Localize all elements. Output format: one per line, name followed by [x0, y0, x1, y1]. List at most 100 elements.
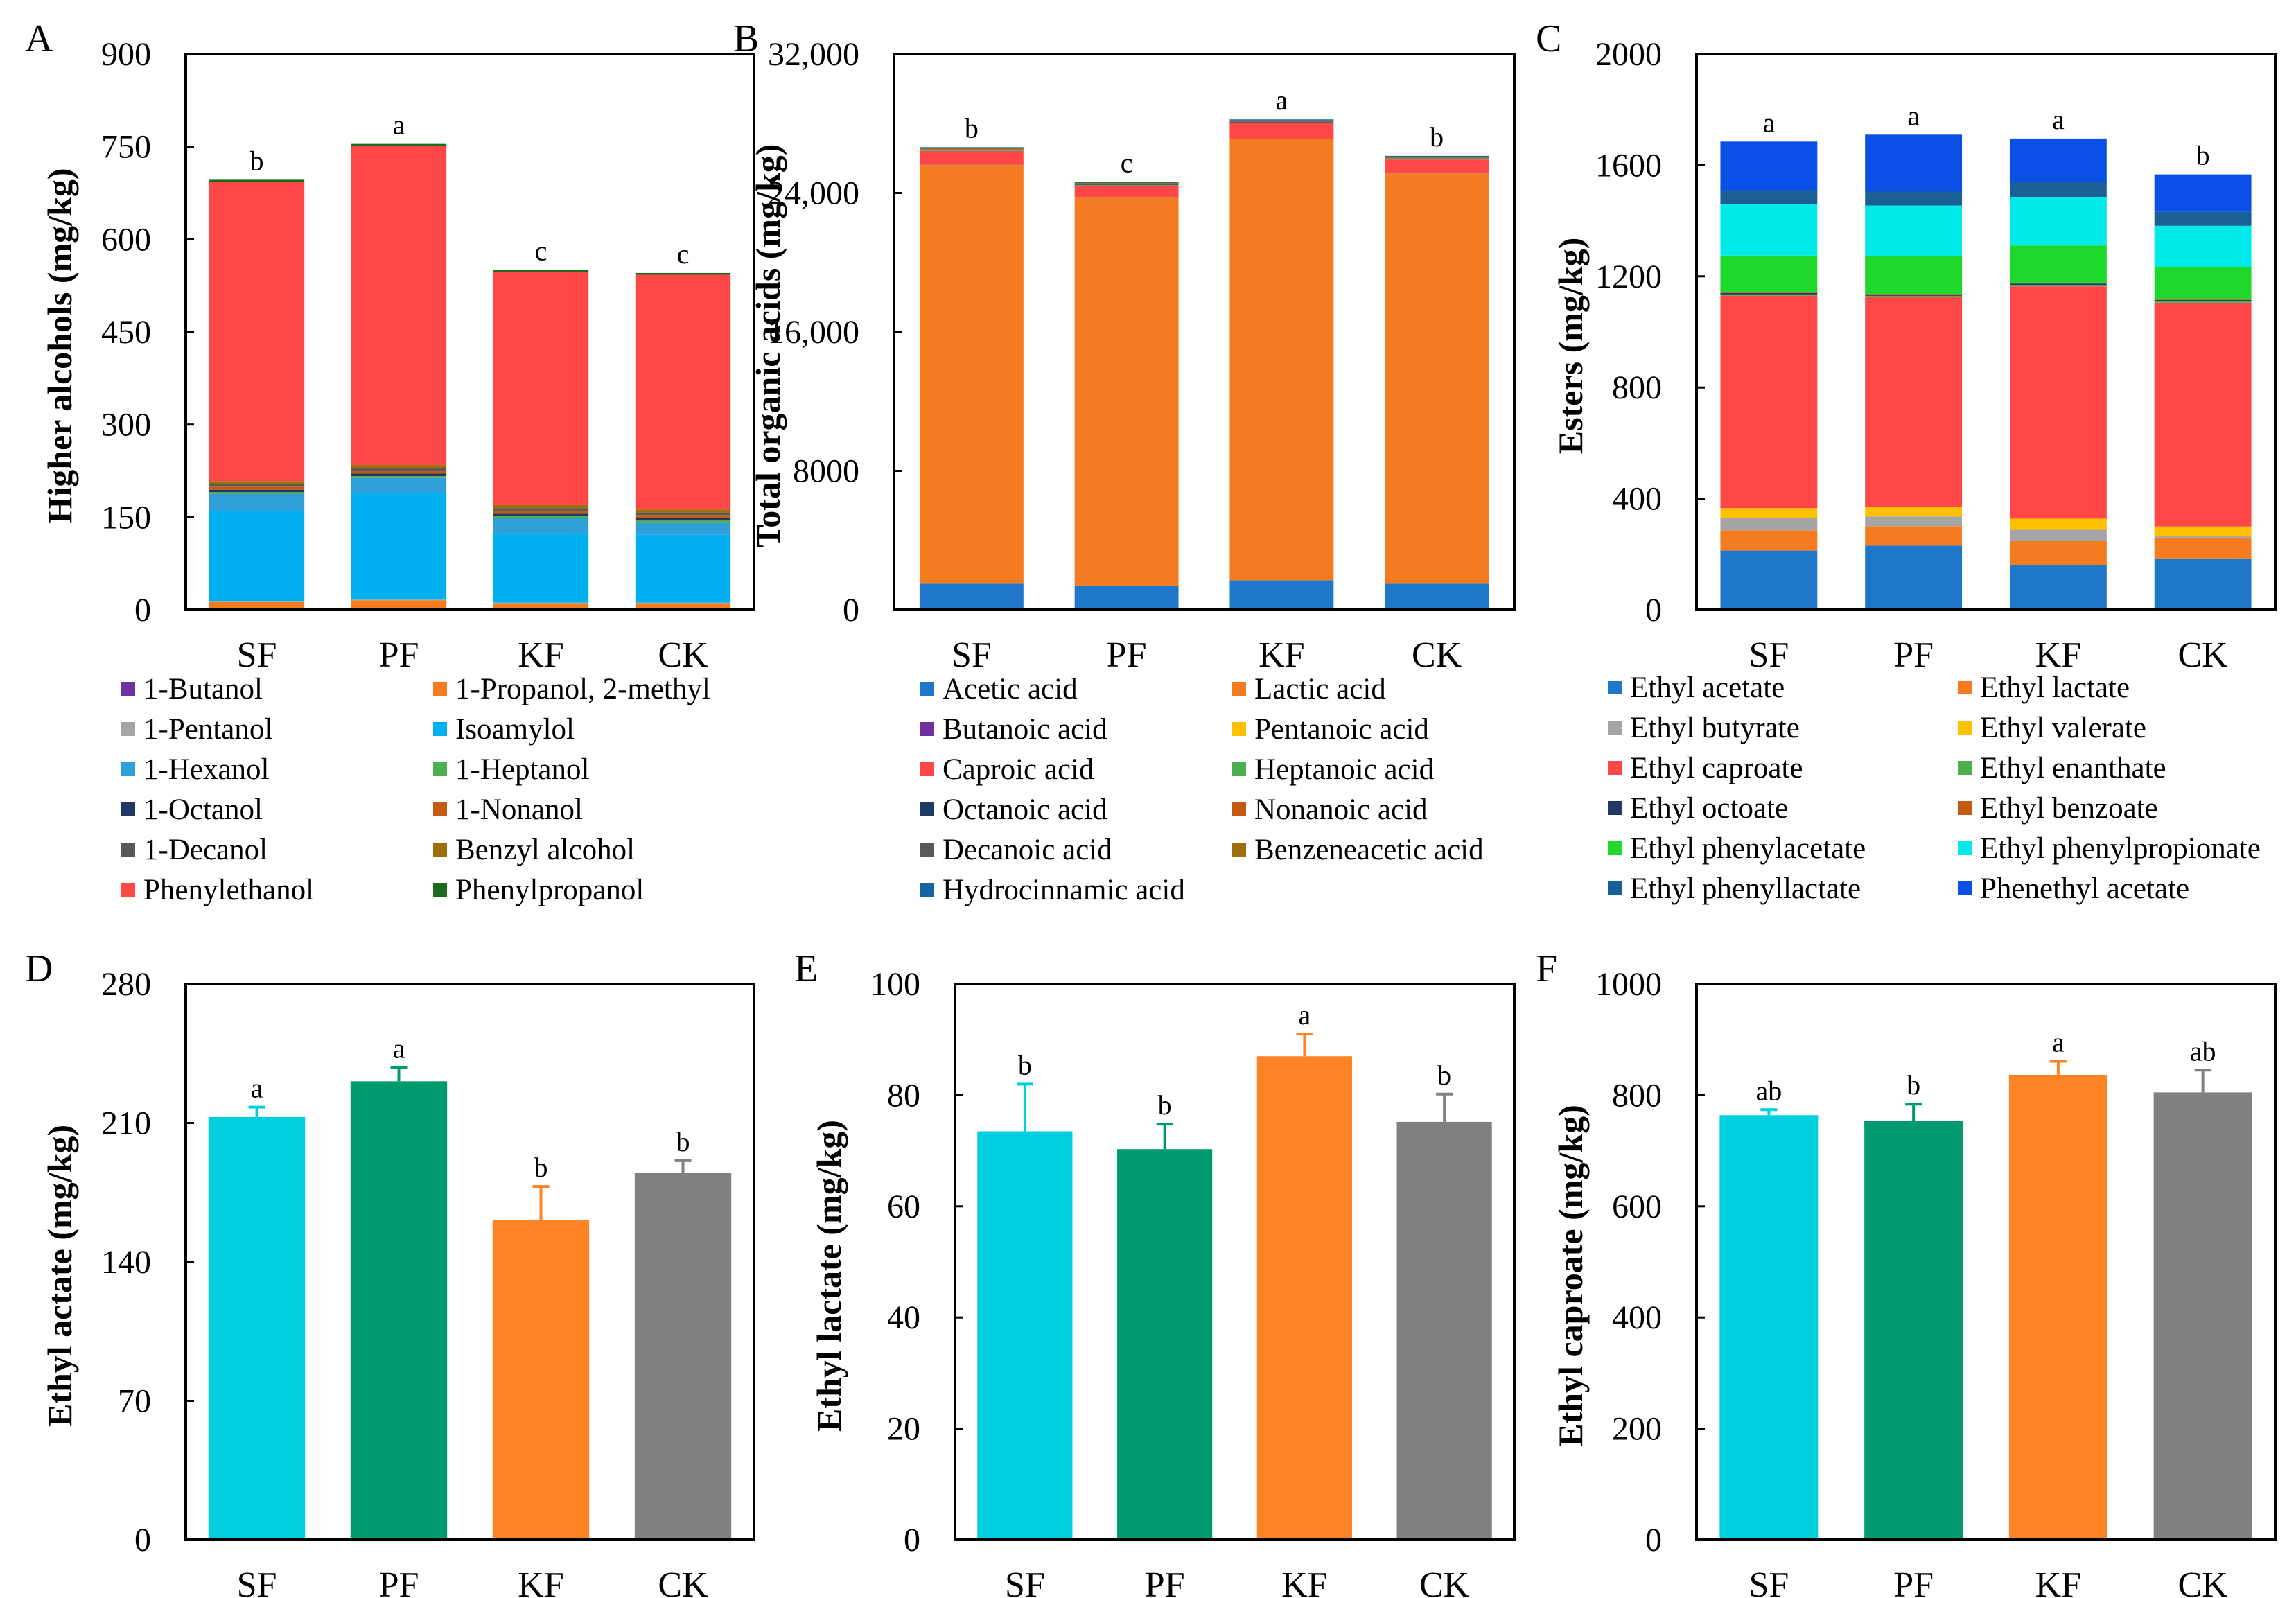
significance-label-ck: b: [1437, 1060, 1451, 1091]
legend-label-benzeneacetic-acid: Benzeneacetic acid: [1254, 834, 1484, 866]
y-tick-label: 20: [887, 1411, 920, 1448]
legend-label-phenylpropanol: Phenylpropanol: [455, 874, 644, 906]
panel-letter: A: [25, 17, 53, 60]
y-tick-label: 1200: [1595, 258, 1662, 295]
legend-label-decanoic-acid: Decanoic acid: [943, 834, 1112, 866]
bar-sf-hydrocinnamic-acid: [919, 147, 1024, 148]
x-tick-label-pf: PF: [379, 1565, 419, 1598]
y-tick-label: 150: [101, 499, 151, 536]
y-axis-title: Higher alcohols (mg/kg): [40, 168, 79, 524]
significance-label-ck: b: [1430, 121, 1444, 152]
y-tick-label: 600: [1612, 1188, 1662, 1225]
bar-sf-ethyl-phenylpropionate: [1720, 204, 1818, 256]
bar-ck-heptanoic-acid: [1385, 159, 1489, 160]
bar-pf-ethyl-valerate: [1865, 507, 1963, 517]
legend-label-caproic-acid: Caproic acid: [943, 753, 1094, 786]
legend-swatch-ethyl-lactate: [1958, 681, 1972, 694]
legend-label-1-pentanol: 1-Pentanol: [143, 713, 272, 746]
y-axis-title: Total organic acids (mg/kg): [748, 144, 787, 548]
bar-kf-benzyl-alcohol: [493, 504, 589, 509]
bar-pf-1-pentanol: [351, 599, 447, 601]
x-tick-label-kf: KF: [518, 635, 563, 675]
panel-e: b SF b PF a KF b CK 0 20 40 60 80 100 Ethyl lactate (m…: [794, 947, 1516, 1598]
legend-label-phenethyl-acetate: Phenethyl acetate: [1980, 872, 2189, 905]
legend-swatch-phenylethanol: [121, 883, 135, 897]
legend-swatch-ethyl-acetate: [1608, 681, 1622, 694]
bar-sf-1-propanol-2-methyl: [209, 601, 305, 610]
legend-label-pentanoic-acid: Pentanoic acid: [1254, 713, 1429, 746]
bar-pf: [1864, 1121, 1963, 1540]
x-tick-label-ck: CK: [2178, 635, 2229, 675]
bar-pf-ethyl-butyrate: [1865, 516, 1963, 527]
legend-swatch-butanoic-acid: [920, 722, 934, 736]
bar-kf-acetic-acid: [1229, 580, 1334, 610]
bar-ck-ethyl-phenylacetate: [2154, 267, 2252, 300]
bar-ck-ethyl-caproate: [2154, 302, 2252, 527]
bar-sf-ethyl-acetate: [1720, 550, 1818, 610]
bar-kf: [1256, 1056, 1352, 1540]
bar-ck-1-hexanol: [635, 522, 731, 535]
bar-kf-ethyl-octoate: [2009, 283, 2107, 286]
plot-frame: [954, 983, 1516, 1541]
bar-kf-ethyl-caproate: [2009, 286, 2107, 519]
x-tick-label-ck: CK: [1412, 635, 1462, 675]
significance-label-ck: b: [2196, 140, 2210, 171]
legend-label-ethyl-acetate: Ethyl acetate: [1630, 671, 1785, 704]
bar-kf-octanoic-acid: [1229, 122, 1334, 123]
bar-pf-nonanoic-acid: [1074, 184, 1179, 185]
bar-pf-hydrocinnamic-acid: [1074, 182, 1179, 183]
legend-swatch-ethyl-phenylacetate: [1608, 841, 1622, 855]
legend-label-butanoic-acid: Butanoic acid: [943, 713, 1107, 746]
legend-label-ethyl-enanthate: Ethyl enanthate: [1980, 752, 2166, 784]
bar-ck-1-propanol-2-methyl: [635, 603, 731, 610]
legend-swatch-nonanoic-acid: [1232, 802, 1246, 816]
bar-kf-1-nonanol: [493, 510, 589, 514]
significance-label-kf: a: [1298, 999, 1311, 1030]
legend-label-acetic-acid: Acetic acid: [943, 673, 1078, 705]
legend-swatch-octanoic-acid: [920, 802, 934, 816]
bar-kf-1-hexanol: [493, 518, 589, 534]
bar-kf-caproic-acid: [1229, 123, 1334, 139]
bar-ck-ethyl-butyrate: [2154, 536, 2252, 538]
x-tick-label-sf: SF: [1749, 1565, 1789, 1598]
bar-sf-ethyl-octoate: [1720, 292, 1818, 295]
bar-ck-ethyl-acetate: [2154, 558, 2252, 610]
legend-label-ethyl-caproate: Ethyl caproate: [1630, 752, 1803, 784]
legend-swatch-ethyl-benzoate: [1958, 801, 1972, 815]
y-tick-label: 750: [101, 129, 151, 166]
bar-pf-heptanoic-acid: [1074, 185, 1179, 186]
bar-sf-phenylpropanol: [209, 179, 305, 182]
y-tick-label: 400: [1612, 481, 1662, 518]
bar-sf-caproic-acid: [919, 150, 1024, 165]
legend-label-1-heptanol: 1-Heptanol: [455, 753, 589, 786]
bar-kf: [2008, 1075, 2107, 1540]
legend-swatch-ethyl-phenylpropionate: [1958, 841, 1972, 855]
bar-ck-lactic-acid: [1385, 173, 1489, 584]
significance-label-pf: c: [1121, 147, 1133, 178]
bar-ck: [2153, 1092, 2252, 1540]
significance-label-sf: a: [1762, 107, 1775, 138]
y-tick-label: 280: [101, 966, 151, 1003]
bar-sf-ethyl-butyrate: [1720, 518, 1818, 531]
bar-sf: [1719, 1115, 1819, 1540]
significance-label-pf: a: [393, 1033, 405, 1064]
bar-kf-1-decanol: [493, 508, 589, 511]
legend-label-1-octanol: 1-Octanol: [143, 793, 263, 826]
bar-pf-acetic-acid: [1074, 585, 1179, 610]
significance-label-pf: b: [1907, 1069, 1920, 1100]
x-tick-label-pf: PF: [1145, 1565, 1185, 1598]
y-tick-label: 600: [101, 221, 151, 258]
legend-swatch-decanoic-acid: [920, 843, 934, 857]
significance-label-kf: a: [1275, 85, 1288, 116]
legend-label-phenylethanol: Phenylethanol: [143, 874, 314, 906]
bar-ck-1-octanol: [635, 518, 731, 521]
bar-ck-benzyl-alcohol: [635, 509, 731, 513]
bar-kf: [492, 1220, 590, 1540]
legend-swatch-acetic-acid: [920, 682, 934, 696]
legend-label-heptanoic-acid: Heptanoic acid: [1254, 753, 1434, 786]
legend-label-octanoic-acid: Octanoic acid: [943, 793, 1107, 826]
legend-label-benzyl-alcohol: Benzyl alcohol: [455, 834, 635, 866]
legend-label-lactic-acid: Lactic acid: [1254, 673, 1386, 705]
plot-frame: [893, 53, 1516, 611]
bar-sf-ethyl-valerate: [1720, 508, 1818, 518]
